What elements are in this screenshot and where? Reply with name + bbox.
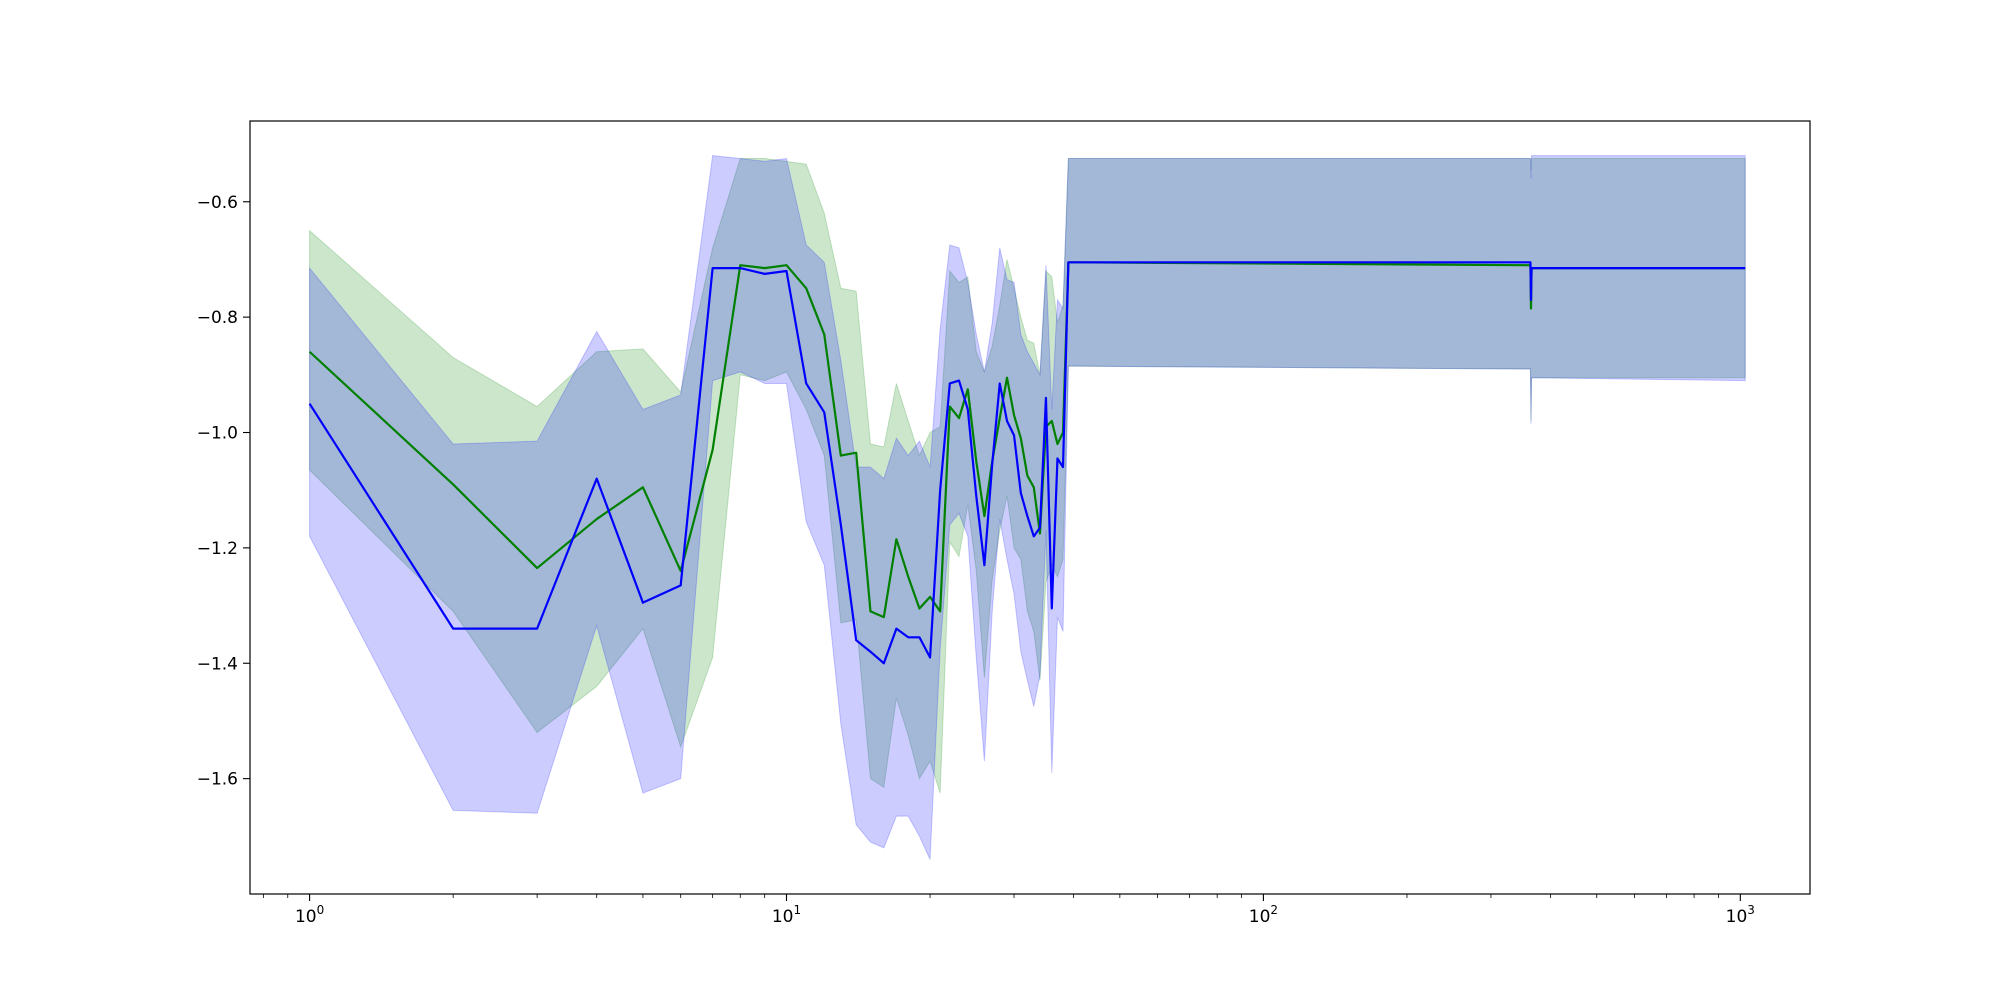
x-tick-label: 102 [1249, 903, 1278, 927]
y-tick-label: −1.4 [197, 654, 238, 674]
y-axis: −0.6 −0.8 −1.0 −1.2 −1.4 −1.6 [197, 193, 250, 790]
series-2-line [308, 261, 1746, 665]
series-1-line [308, 261, 1746, 619]
x-tick-label: 103 [1726, 903, 1755, 927]
x-axis: 100 101 102 103 [262, 894, 1755, 927]
x-tick-label: 100 [295, 903, 324, 927]
y-tick-label: −1.6 [197, 770, 238, 790]
y-tick-label: −1.0 [197, 424, 238, 444]
y-tick-label: −0.8 [197, 308, 238, 328]
x-tick-label: 101 [772, 903, 801, 927]
y-tick-label: −1.2 [197, 539, 238, 559]
series-lines [308, 261, 1746, 665]
series-2-band [309, 155, 1746, 860]
plot-frame [249, 120, 1811, 895]
y-tick-label: −0.6 [197, 193, 238, 213]
